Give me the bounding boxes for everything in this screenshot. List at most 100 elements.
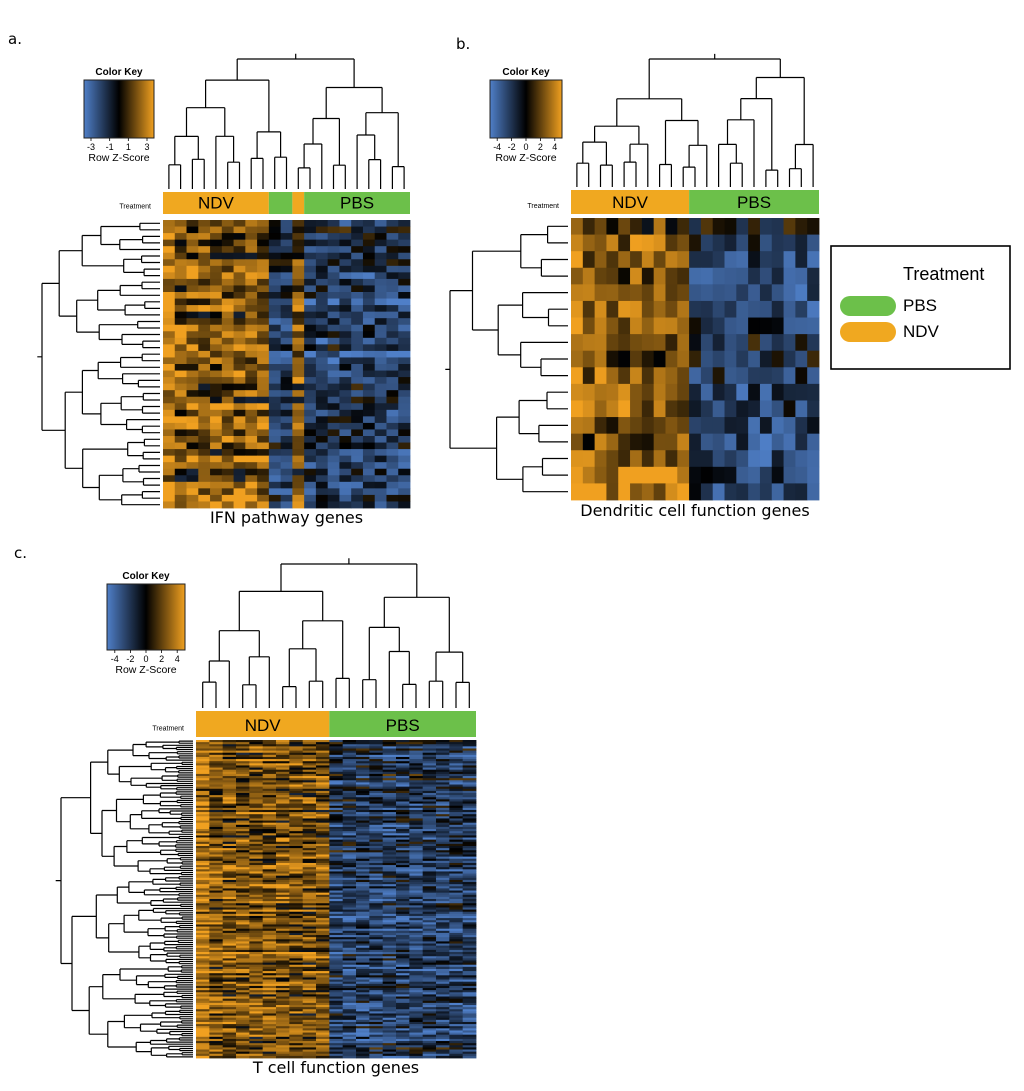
heatmap-cell [276,922,290,925]
heatmap-cell [236,763,250,766]
heatmap-cell [783,300,796,318]
heatmap-cell [236,795,250,798]
heatmap-cell [422,926,437,930]
heatmap-cell [422,852,437,855]
heatmap-cell [398,298,411,306]
heatmap-cell [316,790,330,794]
heatmap-cell [304,357,317,365]
heatmap-cell [276,998,290,1002]
heatmap-cell [209,907,224,910]
heatmap-cell [289,909,304,913]
heatmap-cell [257,285,270,293]
heatmap-cell [396,1032,410,1036]
heatmap-cell [422,1021,437,1025]
heatmap-cell [209,920,224,923]
heatmap-cell [356,1032,370,1036]
heatmap-cell [222,839,237,843]
heatmap-cell [396,996,410,1000]
heatmap-cell [382,742,397,745]
heatmap-cell [436,854,450,857]
heatmap-cell [329,947,344,951]
heatmap-cell [386,292,399,299]
color-key-title: Color Key [122,571,170,582]
heatmap-cell [316,744,330,747]
heatmap-cell [382,740,397,743]
heatmap-cell [462,949,477,953]
heatmap-cell [449,1015,464,1019]
heatmap-cell [409,1049,424,1053]
heatmap-cell [245,259,258,267]
heatmap-cell [289,949,304,953]
heatmap-cell [222,742,237,745]
heatmap-cell [339,298,352,306]
heatmap-cell [422,807,437,811]
heatmap-cell [236,862,250,866]
heatmap-cell [436,949,450,953]
heatmap-cell [382,786,397,790]
heatmap-cell [409,761,424,764]
heatmap-cell [396,973,410,976]
heatmap-cell [382,937,397,940]
heatmap-cell [409,1009,424,1012]
heatmap-cell [369,947,384,951]
heatmap-cell [209,805,224,809]
heatmap-cell [236,1034,250,1038]
heatmap-cell [292,481,305,489]
heatmap-cell [221,396,234,404]
heatmap-cell [449,947,464,951]
heatmap-cell [382,807,397,811]
heatmap-cell [759,367,773,385]
heatmap-cell [356,1007,370,1010]
heatmap-cell [209,752,224,756]
heatmap-cell [436,998,450,1002]
heatmap-cell [369,1028,384,1031]
heatmap-cell [198,462,211,470]
heatmap-cell [449,909,464,913]
heatmap-cell [245,357,258,365]
heatmap-cell [245,429,258,437]
heatmap-cell [289,833,304,836]
heatmap-cell [302,952,317,955]
heatmap-cell [262,985,277,989]
heatmap-cell [342,920,357,923]
heatmap-cell [209,829,224,832]
heatmap-cell [351,233,364,241]
heatmap-cell [396,839,410,843]
heatmap-cell [222,1051,237,1055]
heatmap-cell [198,455,211,463]
heatmap-cell [422,767,437,771]
heatmap-cell [449,765,464,768]
heatmap-cell [422,869,437,872]
heatmap-cell [630,383,643,401]
heatmap-cell [396,1055,410,1059]
heatmap-cell [356,740,370,743]
heatmap-cell [422,996,437,1000]
heatmap-cell [196,848,210,851]
heatmap-cell [398,226,411,234]
heatmap-cell [356,1055,370,1059]
heatmap-cell [276,907,290,910]
heatmap-cell [163,481,176,489]
color-key-title: Color Key [502,67,550,78]
heatmap-cell [280,488,293,496]
heatmap-cell [409,939,424,942]
heatmap-cell [196,778,210,781]
heatmap-cell [249,816,264,819]
heatmap-cell [436,1051,450,1055]
heatmap-cell [302,1015,317,1019]
heatmap-cell [342,871,357,874]
heatmap-cell [222,852,237,855]
heatmap-cell [280,377,293,385]
heatmap-cell [700,300,714,318]
heatmap-cell [396,924,410,927]
heatmap-cell [369,858,384,862]
heatmap-cell [196,896,210,900]
heatmap-cell [382,1024,397,1027]
heatmap-cell [196,871,210,874]
heatmap-cell [249,820,264,824]
heatmap-cell [163,416,176,424]
heatmap-cell [342,869,357,872]
heatmap-cell [339,285,352,293]
